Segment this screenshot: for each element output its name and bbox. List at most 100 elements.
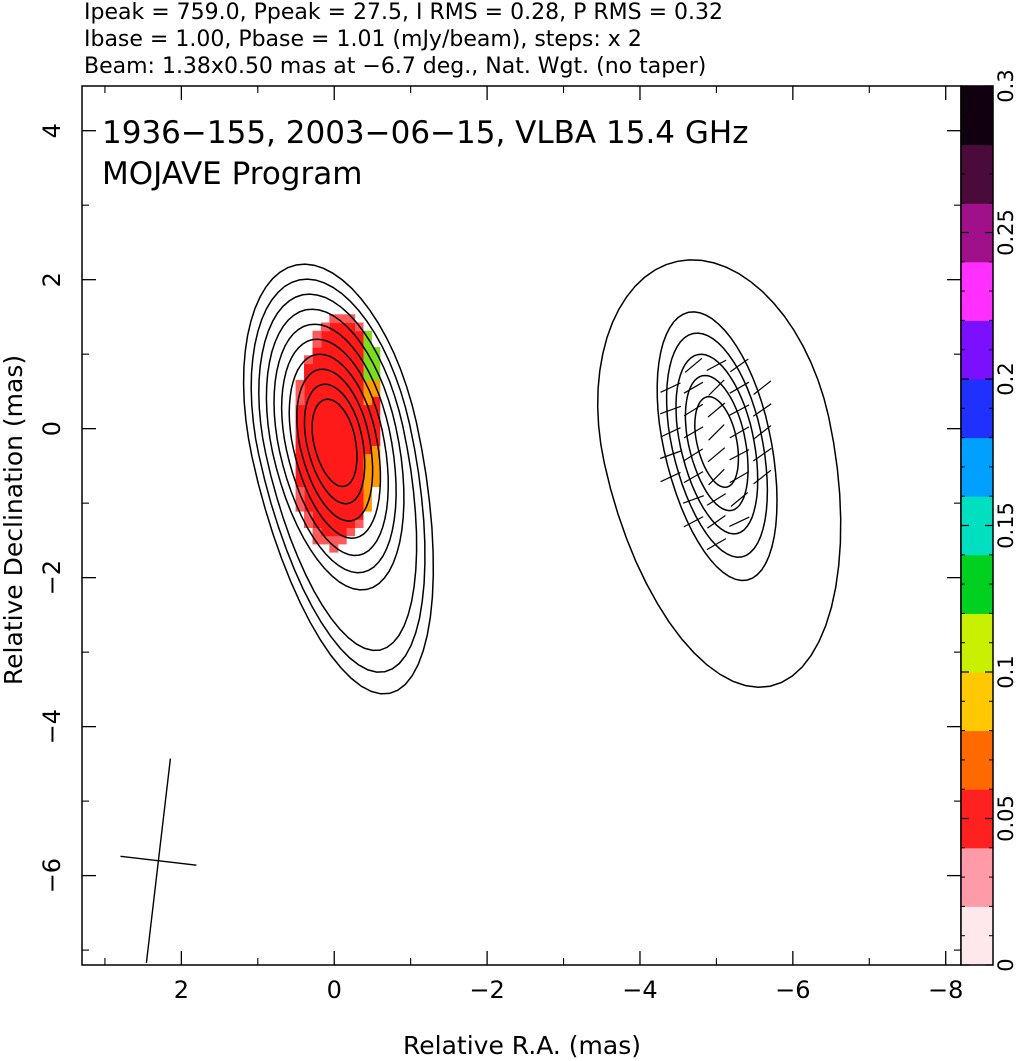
polarized-intensity-contour [675,353,759,535]
evpa-stick [683,471,704,484]
evpa-stick [683,516,704,528]
fractional-pol-pixel [337,429,347,438]
fractional-pol-pixel [304,404,313,414]
fractional-pol-pixel [329,470,339,479]
fractional-pol-pixel [362,404,372,414]
fractional-pol-pixel [312,429,322,438]
fractional-pol-pixel [354,494,364,504]
fractional-pol-pixel [304,396,313,406]
colorbar-swatch [961,437,993,497]
fractional-pol-pixel [304,494,313,504]
x-tick-label: −8 [928,976,963,1004]
fractional-pol-pixel [354,396,364,406]
x-tick-label: 2 [174,976,189,1004]
fractional-pol-pixel [329,330,339,340]
fractional-pol-pixel [362,486,372,496]
fractional-pol-pixel [371,371,381,381]
fractional-pol-pixel [320,355,330,365]
evpa-stick [684,357,703,373]
fractional-pol-pixel [337,412,347,422]
fractional-pol-pixel [362,429,372,438]
fractional-pol-pixel [320,429,330,438]
y-axis-label: Relative Declination (mas) [0,355,28,685]
evpa-stick [753,380,772,395]
fractional-pol-pixel [304,511,313,520]
fractional-pol-pixel [337,470,347,479]
fractional-pol-pixel [346,371,356,381]
fractional-pol-pixel [320,511,330,520]
fractional-pol-pixel [304,486,313,496]
total-intensity-outline-contour [596,259,842,689]
colorbar-swatch [961,144,993,204]
fractional-pol-pixel [312,461,322,471]
fractional-pol-pixel [371,453,381,463]
fractional-pol-pixel [329,355,339,365]
stokes-i-contour [296,368,374,522]
fractional-pol-pixel [337,453,347,463]
fractional-pol-pixel [346,494,356,504]
fractional-pol-pixel [371,437,381,446]
header-line-2: Ibase = 1.00, Pbase = 1.01 (mJy/beam), s… [84,27,642,52]
chart-title: 1936−155, 2003−06−15, VLBA 15.4 GHz [102,115,748,151]
contour-layer [242,259,842,695]
fractional-pol-pixel [320,494,330,504]
evpa-stick [729,426,750,439]
fractional-pol-pixel [346,445,356,455]
colorbar-tick-label: 0.25 [994,209,1018,256]
fractional-pol-pixel [346,420,356,430]
fractional-pol-pixel [362,412,372,422]
fractional-pol-pixel [337,330,347,340]
fractional-pol-pixel [337,355,347,365]
fractional-pol-pixel [304,519,313,528]
evpa-stick [707,515,726,529]
stokes-i-contour [280,338,389,557]
colorbar-tick-label: 0.2 [994,362,1018,395]
fractional-pol-pixel [346,379,356,389]
evpa-stick [729,471,750,484]
fractional-pol-pixel [362,420,372,430]
fractional-pol-pixel [354,412,364,422]
axis-ticks: 2 0 −2 −4 −6 −8 4 2 0 −2 −4 −6 [38,86,963,1004]
fractional-pol-pixel [362,371,372,381]
evpa-stick [706,538,727,551]
evpa-stick [707,447,726,463]
fractional-pol-pixel [354,453,364,463]
fractional-pol-pixel [354,502,364,512]
colorbar-swatch [961,672,993,732]
fractional-pol-pixel [362,347,372,356]
fractional-pol-pixel [312,355,322,365]
fractional-pol-pixel [312,494,322,504]
stokes-i-contour [242,263,435,695]
colorbar-swatch [961,320,993,380]
colorbar-tick-label: 0.15 [994,502,1018,549]
fractional-pol-pixel [371,478,381,487]
fractional-pol-pixel [354,355,364,365]
fractional-pol-pixel [295,404,305,414]
fractional-pol-pixel [337,461,347,471]
evpa-stick [729,358,749,373]
colorbar-swatch [961,261,993,321]
polarized-intensity-contour [665,332,769,558]
colorbar-tick-label: 0.3 [994,69,1018,102]
fractional-pol-pixel [304,437,313,446]
fractional-pol-pixel [329,502,339,512]
fractional-pol-pixel [312,330,322,340]
fractional-pol-pixel [354,347,364,356]
polarized-intensity-contour [684,374,749,512]
colorbar: 0 0.05 0.1 0.15 0.2 0.25 0.3 [960,69,1018,972]
fractional-pol-pixel [320,527,330,537]
fractional-pol-pixel [362,437,372,446]
fractional-pol-pixel [312,396,322,406]
evpa-stick [660,382,681,393]
colorbar-swatch [961,613,993,673]
x-tick-label: 0 [327,976,342,1004]
fractional-pol-pixel [362,330,372,340]
map-layer [295,314,381,553]
evpa-stick [660,427,681,438]
fractional-pol-pixel [320,445,330,455]
fractional-pol-pixel [346,347,356,356]
evpa-stick [752,403,772,417]
fractional-pol-pixel [329,322,339,332]
fractional-pol-pixel [354,461,364,471]
polarized-intensity-contour [656,311,778,582]
